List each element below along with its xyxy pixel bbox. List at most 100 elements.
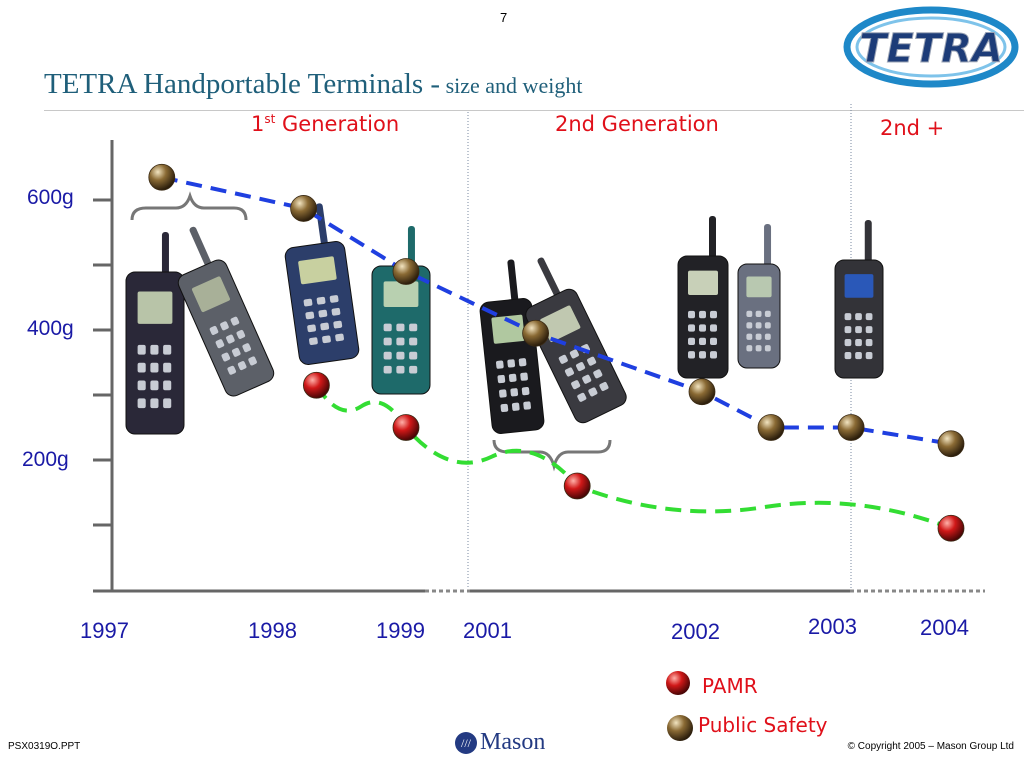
- handset-key: [137, 398, 146, 409]
- handset-key: [844, 313, 852, 321]
- handset-image: [284, 203, 360, 365]
- handset-key: [576, 362, 586, 372]
- handset-key: [409, 365, 418, 374]
- handset-key: [688, 351, 695, 359]
- handset-key: [688, 324, 695, 332]
- handset-key: [150, 362, 159, 373]
- handset-key: [510, 388, 519, 397]
- handset-key: [710, 310, 717, 319]
- handset-key: [499, 389, 507, 398]
- public-safety-point: [392, 258, 420, 285]
- handset-key: [163, 380, 172, 391]
- x-tick-label: 2001: [463, 618, 512, 643]
- x-tick-label: 2002: [671, 619, 720, 644]
- x-tick-label: 1998: [248, 618, 297, 643]
- handset-key: [746, 322, 753, 329]
- handset-key: [599, 382, 609, 392]
- handset-key: [587, 356, 597, 366]
- handset-key: [511, 402, 520, 411]
- handset-key: [523, 401, 531, 410]
- handset-key: [307, 324, 317, 333]
- legend-pamr-marker: [666, 671, 690, 695]
- handset-key: [242, 343, 252, 353]
- handset-key: [331, 307, 341, 316]
- handset-antenna: [315, 203, 329, 248]
- first-generation-label: 1st Generation: [251, 112, 399, 136]
- x-tick-label: 1997: [80, 618, 129, 643]
- handset-key: [309, 337, 318, 345]
- x-tick-label: 2003: [808, 614, 857, 639]
- handset-key: [764, 310, 771, 318]
- pamr-line: [314, 384, 952, 531]
- group-brace: [130, 191, 248, 221]
- handset-key: [755, 310, 762, 318]
- handset-key: [865, 313, 873, 321]
- handset-antenna: [189, 226, 212, 268]
- handset-image: [677, 216, 729, 379]
- handset-key: [226, 334, 235, 344]
- legend-pamr-label: PAMR: [702, 674, 758, 698]
- handset-key: [163, 344, 172, 355]
- handset-key: [855, 313, 862, 321]
- slide-title: TETRA Handportable Terminals - size and …: [44, 68, 582, 101]
- handset-image: [737, 224, 781, 369]
- handset-key: [137, 380, 146, 391]
- handset-key: [305, 311, 315, 320]
- handset-key: [508, 373, 517, 382]
- public-safety-point: [688, 378, 716, 406]
- handset-key: [844, 339, 852, 347]
- x-tick-label: 1999: [376, 618, 425, 643]
- handset-key: [409, 351, 418, 360]
- handset-key: [571, 380, 581, 390]
- handset-key: [755, 322, 762, 329]
- handset-key: [521, 386, 530, 396]
- handset-key: [396, 337, 405, 346]
- handset-key: [248, 356, 257, 366]
- y-tick-label: 600g: [27, 186, 74, 209]
- handset-key: [855, 339, 862, 347]
- handset-key: [507, 359, 516, 368]
- handset-key: [764, 322, 771, 329]
- handset-antenna: [507, 259, 519, 304]
- handset-key: [699, 337, 706, 346]
- handset-key: [855, 326, 862, 334]
- handset-key: [150, 398, 159, 409]
- handset-key: [163, 398, 172, 409]
- handset-key: [855, 352, 862, 360]
- handset-key: [316, 296, 326, 305]
- y-tick-label: 200g: [22, 448, 69, 471]
- handset-key: [396, 365, 405, 374]
- public-safety-point: [522, 319, 549, 347]
- handset-key: [500, 403, 509, 413]
- handset-key: [320, 322, 330, 331]
- pamr-point: [937, 514, 965, 542]
- first-gen-text: Generation: [275, 112, 400, 136]
- handset-key: [564, 367, 575, 377]
- handset-key: [755, 333, 762, 340]
- handset-key: [865, 326, 873, 334]
- handset-antenna: [864, 220, 872, 264]
- handset-screen: [191, 276, 230, 312]
- handset-key: [221, 352, 231, 362]
- handset-key: [150, 380, 159, 391]
- handset-screen: [298, 256, 337, 285]
- handset-screen: [383, 281, 419, 307]
- handset-key: [396, 323, 405, 332]
- handset-key: [137, 362, 146, 373]
- handset-antenna: [764, 224, 772, 268]
- handset-key: [593, 369, 603, 379]
- handset-key: [409, 323, 418, 332]
- mason-logo-mark: ///: [455, 732, 477, 754]
- handset-key: [688, 337, 695, 346]
- handset-key: [746, 333, 753, 340]
- tetra-logo-text: TETRA: [859, 26, 1003, 72]
- handset-key: [227, 365, 237, 375]
- handset-image: [371, 226, 431, 395]
- handset-screen: [491, 314, 525, 344]
- handset-key: [710, 324, 717, 332]
- handset-key: [844, 352, 852, 360]
- handset-key: [215, 339, 225, 349]
- handset-key: [520, 372, 528, 381]
- handset-key: [236, 329, 246, 339]
- handset-key: [230, 316, 240, 326]
